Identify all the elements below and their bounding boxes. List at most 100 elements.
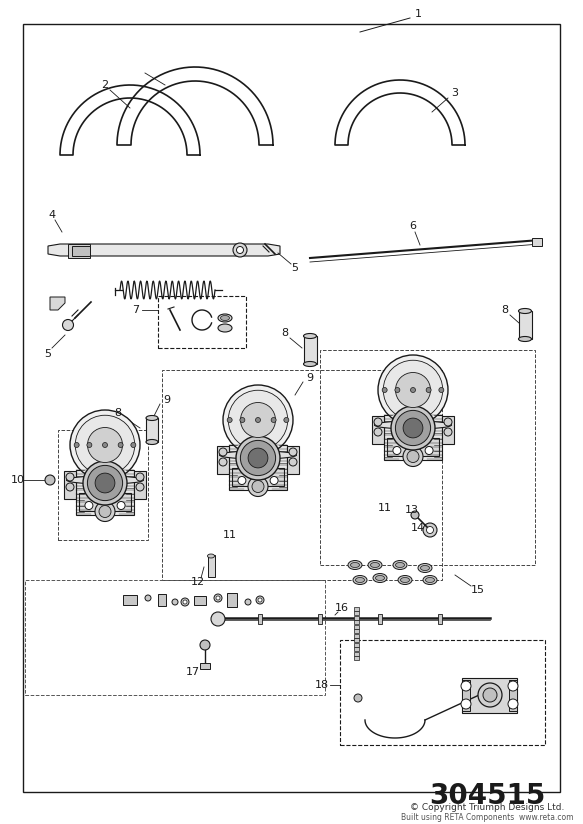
Bar	[320, 350, 535, 565]
Bar	[354, 643, 359, 647]
Polygon shape	[117, 67, 273, 145]
Circle shape	[289, 448, 297, 456]
Ellipse shape	[518, 336, 532, 341]
Text: © Copyright Triumph Designs Ltd.: © Copyright Triumph Designs Ltd.	[410, 803, 564, 812]
Circle shape	[444, 418, 452, 426]
Circle shape	[444, 428, 452, 436]
Ellipse shape	[420, 565, 430, 570]
Circle shape	[403, 447, 423, 466]
Bar	[354, 656, 359, 660]
Circle shape	[66, 483, 74, 491]
Circle shape	[483, 688, 497, 702]
Circle shape	[395, 372, 430, 408]
Circle shape	[382, 387, 387, 392]
Circle shape	[145, 595, 151, 601]
Polygon shape	[335, 80, 465, 145]
Ellipse shape	[208, 554, 215, 558]
Ellipse shape	[374, 421, 451, 429]
Circle shape	[439, 387, 444, 392]
Bar	[532, 238, 542, 246]
Ellipse shape	[218, 324, 232, 332]
Ellipse shape	[423, 575, 437, 584]
Text: 7: 7	[132, 305, 139, 315]
Circle shape	[393, 447, 401, 455]
Text: 10: 10	[11, 475, 25, 485]
Bar	[227, 593, 237, 607]
Circle shape	[256, 596, 264, 604]
Circle shape	[395, 410, 431, 446]
Bar	[354, 629, 359, 633]
Circle shape	[270, 476, 278, 485]
Polygon shape	[50, 297, 65, 310]
Circle shape	[95, 473, 115, 493]
Bar	[354, 625, 359, 629]
Circle shape	[240, 440, 276, 475]
Bar	[287, 446, 299, 474]
Circle shape	[99, 505, 111, 517]
Bar	[217, 446, 229, 474]
Bar	[354, 620, 359, 624]
Circle shape	[219, 458, 227, 466]
Circle shape	[427, 527, 434, 533]
Circle shape	[95, 502, 115, 522]
Polygon shape	[48, 244, 280, 256]
Text: 8: 8	[501, 305, 508, 315]
Bar	[72, 246, 90, 256]
Bar	[354, 638, 359, 642]
Ellipse shape	[373, 574, 387, 583]
Bar	[438, 614, 442, 624]
Text: 1: 1	[415, 9, 422, 19]
Circle shape	[240, 418, 245, 423]
Circle shape	[183, 600, 187, 604]
Circle shape	[248, 448, 268, 468]
Text: 12: 12	[191, 577, 205, 587]
Text: 8: 8	[114, 408, 122, 418]
Bar	[123, 595, 137, 605]
Bar	[158, 296, 246, 348]
Circle shape	[374, 428, 382, 436]
Circle shape	[410, 387, 416, 392]
Text: 11: 11	[378, 503, 392, 513]
Circle shape	[83, 461, 127, 505]
Circle shape	[289, 458, 297, 466]
Bar	[58, 430, 148, 540]
Circle shape	[103, 442, 107, 447]
Circle shape	[70, 410, 140, 480]
Ellipse shape	[398, 575, 412, 584]
Circle shape	[181, 598, 189, 606]
Circle shape	[255, 418, 261, 423]
Circle shape	[223, 385, 293, 455]
Circle shape	[354, 694, 362, 702]
Text: 15: 15	[471, 585, 485, 595]
Circle shape	[284, 418, 289, 423]
Circle shape	[219, 448, 227, 456]
Bar	[354, 606, 359, 611]
Ellipse shape	[353, 575, 367, 584]
Ellipse shape	[418, 564, 432, 573]
Circle shape	[211, 612, 225, 626]
Text: Built using RETA Components  www.reta.com: Built using RETA Components www.reta.com	[401, 812, 573, 822]
Ellipse shape	[218, 314, 232, 322]
Bar	[354, 634, 359, 638]
Ellipse shape	[304, 362, 317, 367]
Circle shape	[238, 476, 246, 485]
Circle shape	[87, 428, 122, 462]
Circle shape	[374, 418, 382, 426]
Bar	[462, 680, 470, 711]
Circle shape	[252, 480, 264, 493]
Bar	[79, 493, 131, 511]
Ellipse shape	[368, 560, 382, 569]
Ellipse shape	[66, 476, 143, 484]
Polygon shape	[60, 85, 200, 155]
Circle shape	[85, 502, 93, 509]
Circle shape	[74, 442, 79, 447]
Bar	[519, 311, 532, 339]
Text: 9: 9	[307, 373, 314, 383]
Ellipse shape	[401, 578, 409, 583]
Circle shape	[75, 415, 135, 475]
Circle shape	[118, 442, 123, 447]
Bar	[354, 652, 359, 656]
Circle shape	[172, 599, 178, 605]
Bar	[304, 336, 317, 364]
Bar	[232, 467, 284, 485]
